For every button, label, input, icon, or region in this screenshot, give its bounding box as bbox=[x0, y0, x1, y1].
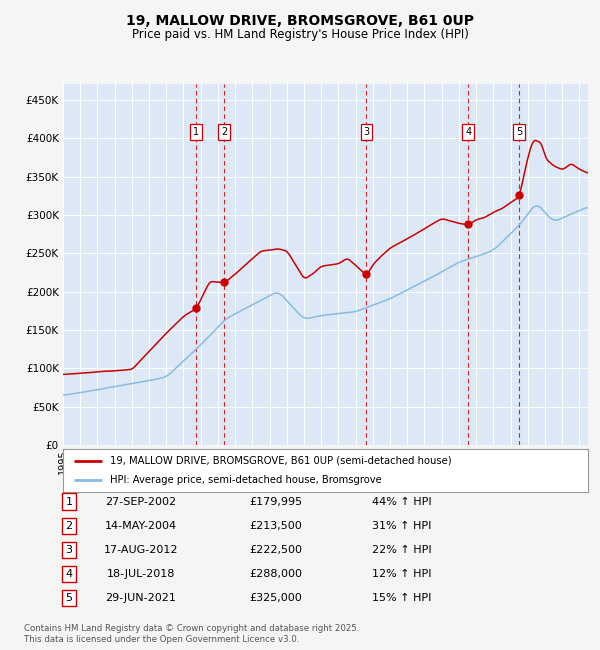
Text: £179,995: £179,995 bbox=[250, 497, 302, 507]
Text: 14-MAY-2004: 14-MAY-2004 bbox=[105, 521, 177, 531]
Text: 17-AUG-2012: 17-AUG-2012 bbox=[104, 545, 178, 555]
Text: £288,000: £288,000 bbox=[250, 569, 302, 579]
Text: 3: 3 bbox=[65, 545, 73, 555]
Text: £325,000: £325,000 bbox=[250, 593, 302, 603]
Text: 1: 1 bbox=[65, 497, 73, 507]
Text: 3: 3 bbox=[363, 127, 370, 137]
Text: Price paid vs. HM Land Registry's House Price Index (HPI): Price paid vs. HM Land Registry's House … bbox=[131, 28, 469, 41]
Text: HPI: Average price, semi-detached house, Bromsgrove: HPI: Average price, semi-detached house,… bbox=[110, 475, 382, 486]
Text: 19, MALLOW DRIVE, BROMSGROVE, B61 0UP (semi-detached house): 19, MALLOW DRIVE, BROMSGROVE, B61 0UP (s… bbox=[110, 456, 452, 466]
Text: 18-JUL-2018: 18-JUL-2018 bbox=[107, 569, 175, 579]
Text: 27-SEP-2002: 27-SEP-2002 bbox=[106, 497, 176, 507]
Text: 44% ↑ HPI: 44% ↑ HPI bbox=[372, 497, 431, 507]
Text: 22% ↑ HPI: 22% ↑ HPI bbox=[372, 545, 431, 555]
Text: 5: 5 bbox=[65, 593, 73, 603]
Text: 19, MALLOW DRIVE, BROMSGROVE, B61 0UP: 19, MALLOW DRIVE, BROMSGROVE, B61 0UP bbox=[126, 14, 474, 29]
Text: 2: 2 bbox=[221, 127, 227, 137]
Text: 29-JUN-2021: 29-JUN-2021 bbox=[106, 593, 176, 603]
Text: 15% ↑ HPI: 15% ↑ HPI bbox=[372, 593, 431, 603]
Text: 5: 5 bbox=[516, 127, 522, 137]
Text: 4: 4 bbox=[65, 569, 73, 579]
Text: 2: 2 bbox=[65, 521, 73, 531]
Text: £213,500: £213,500 bbox=[250, 521, 302, 531]
Text: 31% ↑ HPI: 31% ↑ HPI bbox=[372, 521, 431, 531]
Text: 4: 4 bbox=[465, 127, 471, 137]
Text: 12% ↑ HPI: 12% ↑ HPI bbox=[372, 569, 431, 579]
Text: £222,500: £222,500 bbox=[250, 545, 302, 555]
Text: Contains HM Land Registry data © Crown copyright and database right 2025.
This d: Contains HM Land Registry data © Crown c… bbox=[24, 624, 359, 644]
Text: 1: 1 bbox=[193, 127, 199, 137]
